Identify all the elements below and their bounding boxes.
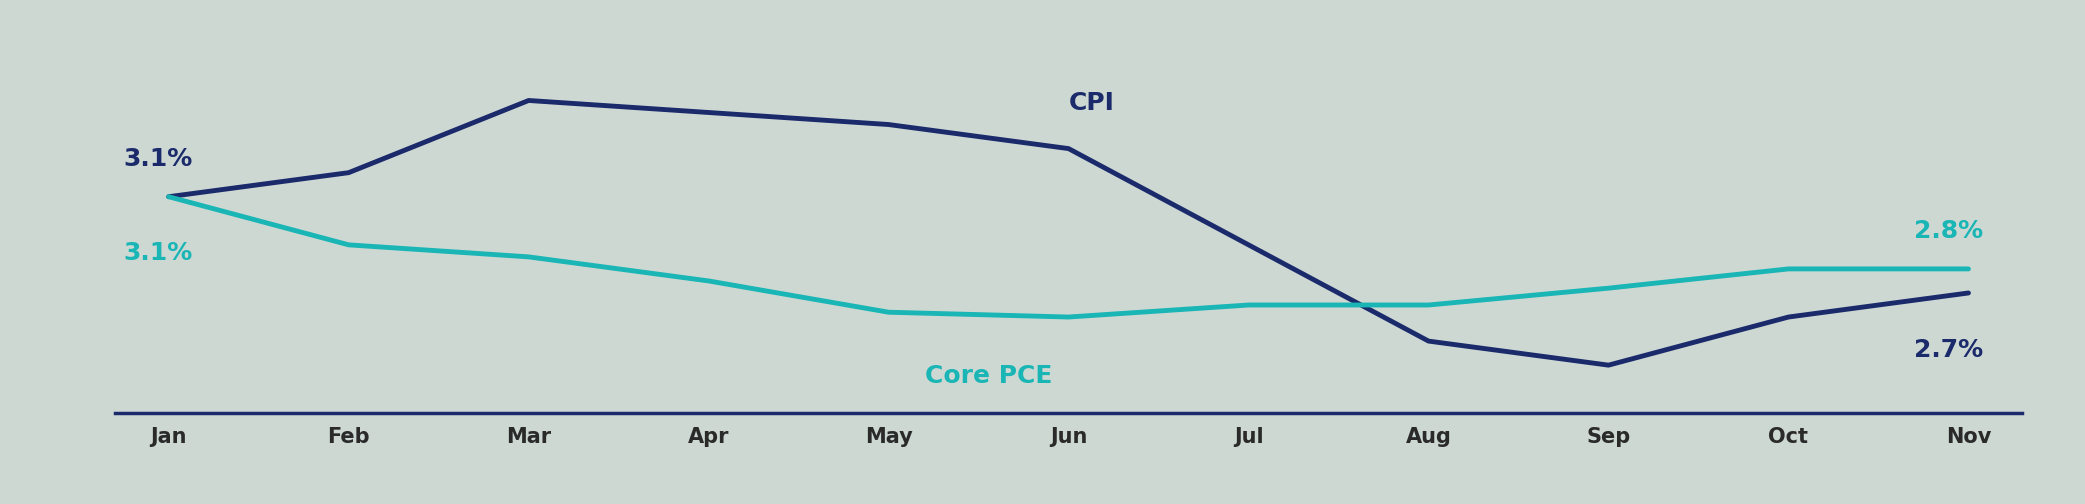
Text: Core PCE: Core PCE: [924, 364, 1053, 389]
Text: 3.1%: 3.1%: [123, 147, 194, 171]
Text: 3.1%: 3.1%: [123, 241, 194, 266]
Text: CPI: CPI: [1070, 91, 1115, 115]
Text: 2.7%: 2.7%: [1914, 338, 1983, 362]
Text: 2.8%: 2.8%: [1914, 219, 1983, 243]
